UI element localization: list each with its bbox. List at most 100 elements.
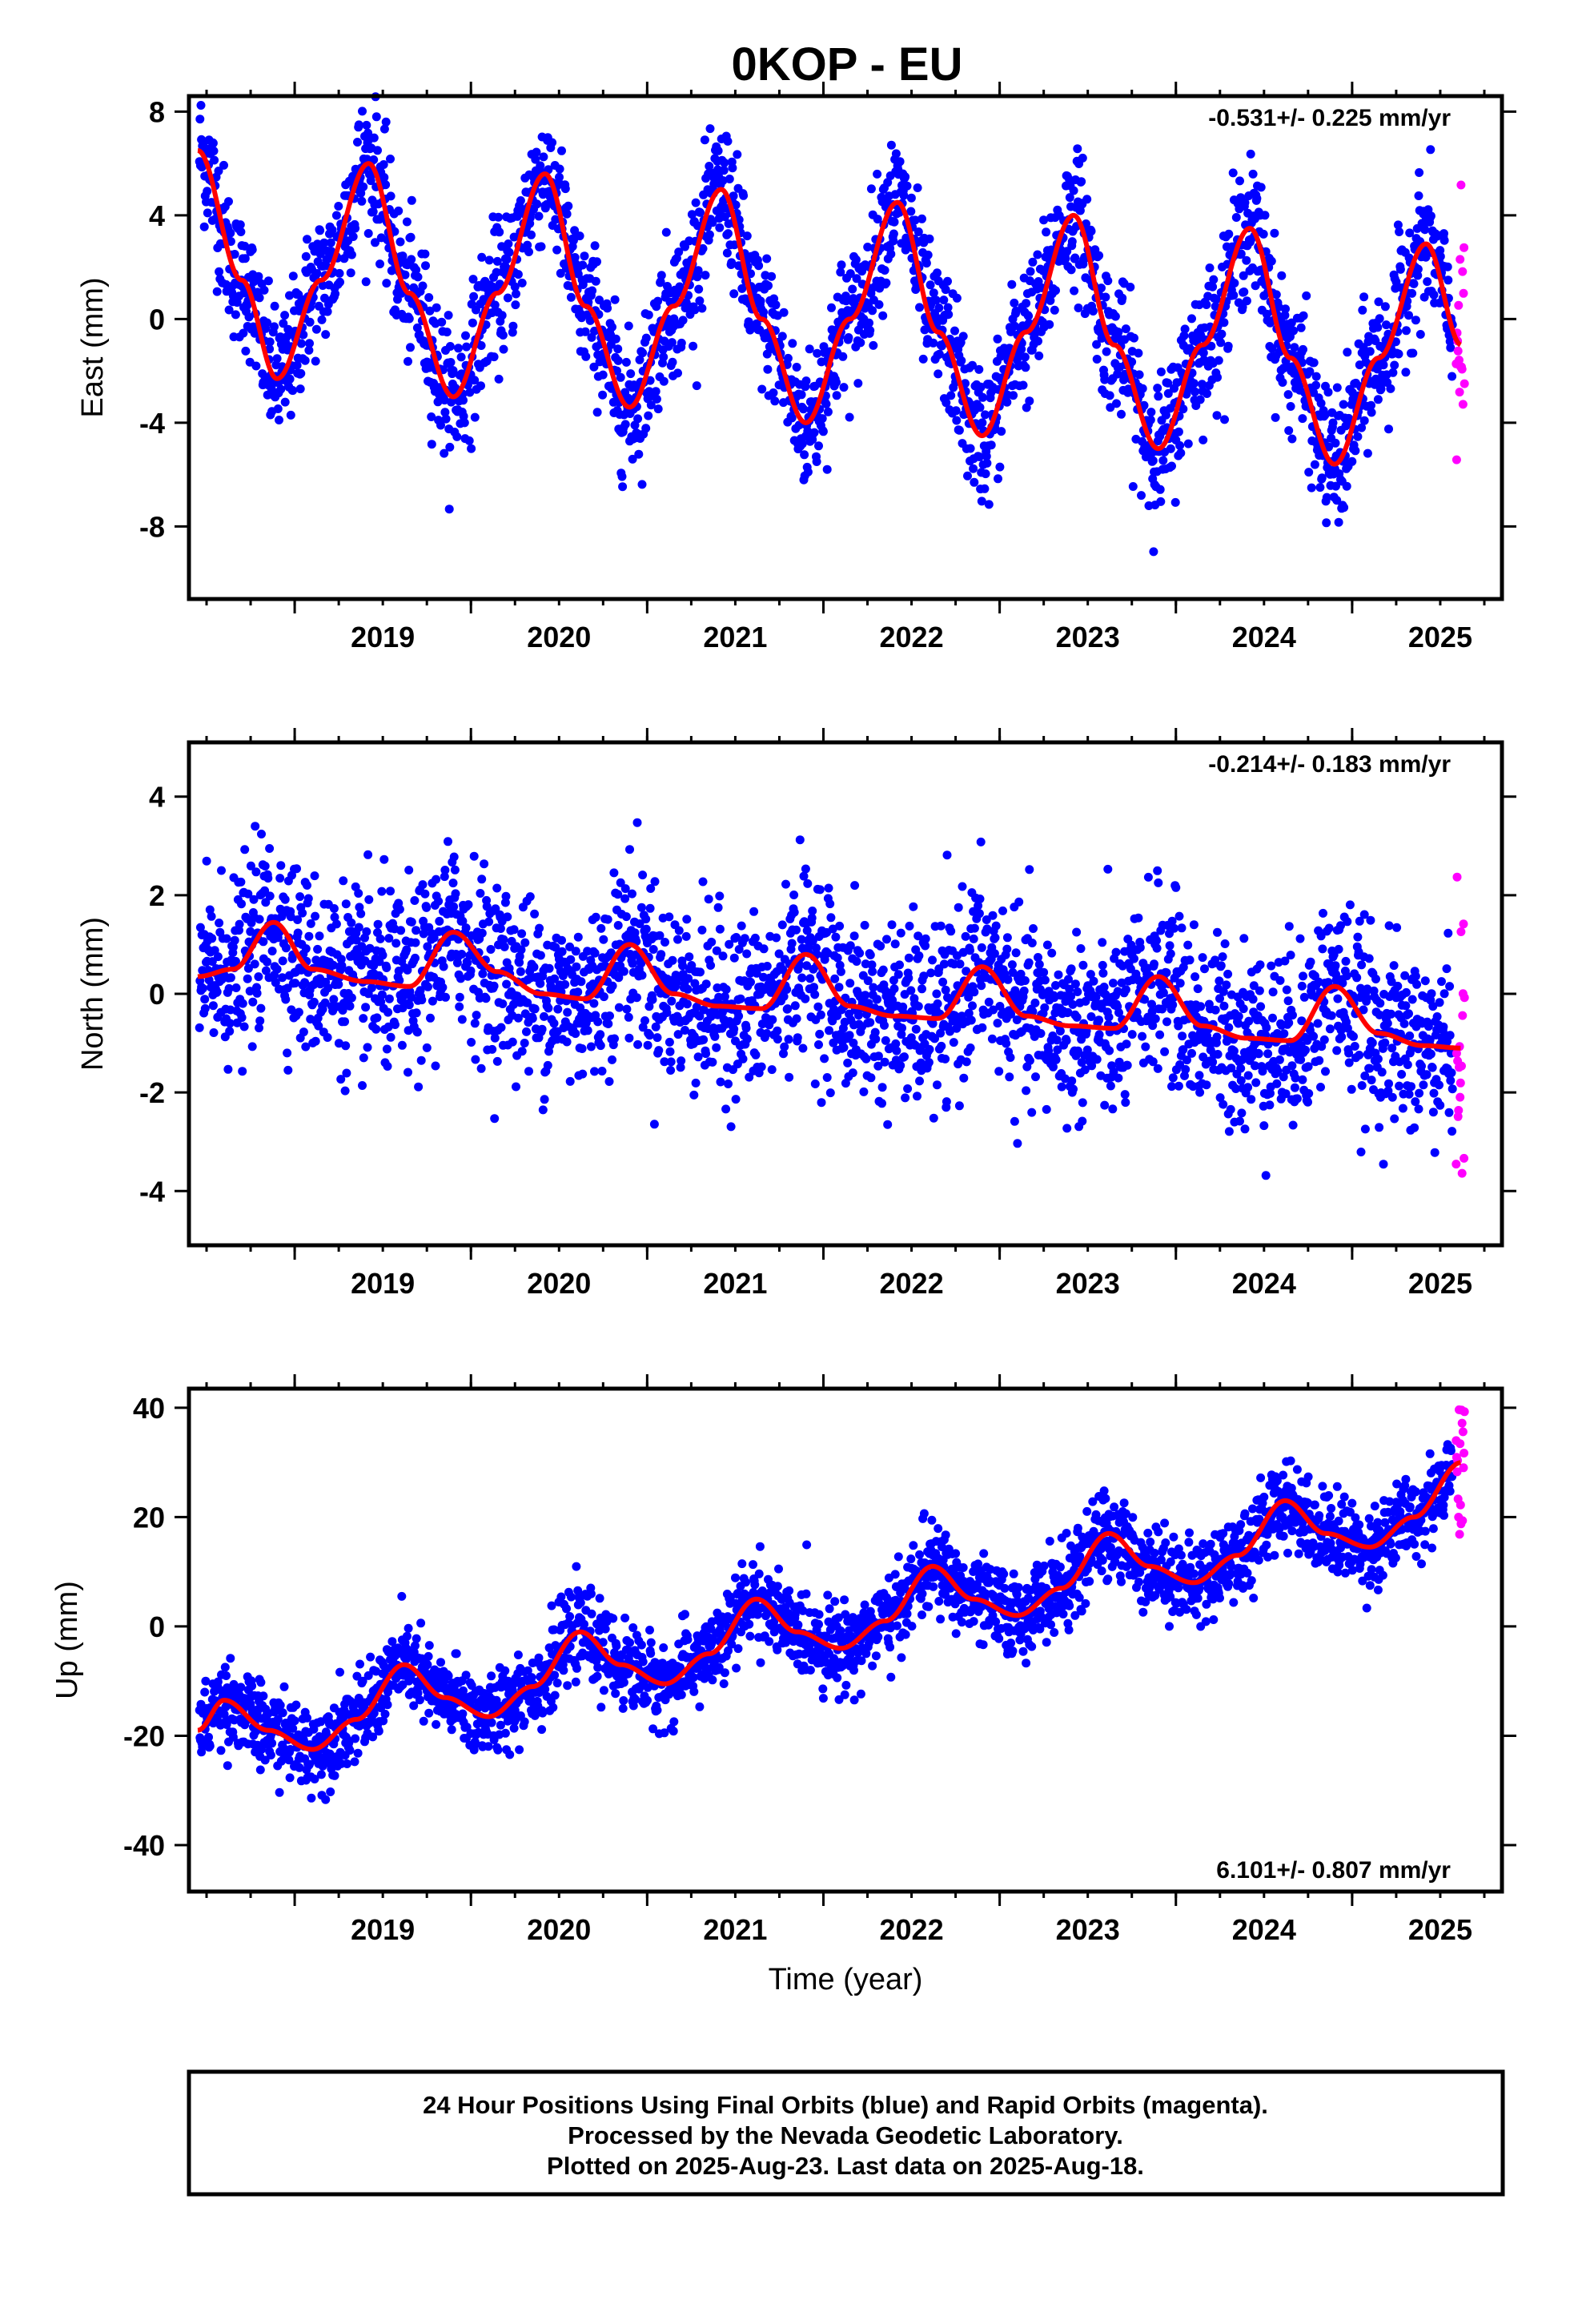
final-orbit-point xyxy=(285,291,294,300)
north-observations xyxy=(195,818,1469,1180)
final-orbit-point xyxy=(517,929,527,939)
final-orbit-point xyxy=(1351,446,1360,456)
final-orbit-point xyxy=(1122,1039,1131,1049)
final-orbit-point xyxy=(762,962,772,971)
final-orbit-point xyxy=(560,184,570,194)
final-orbit-point xyxy=(1027,1108,1037,1117)
final-orbit-point xyxy=(329,904,339,913)
final-orbit-point xyxy=(598,370,608,380)
rapid-orbit-point xyxy=(1454,300,1464,310)
final-orbit-point xyxy=(781,879,790,889)
final-orbit-point xyxy=(456,352,466,362)
final-orbit-point xyxy=(690,305,700,315)
final-orbit-point xyxy=(1216,338,1226,348)
final-orbit-point xyxy=(616,372,625,382)
final-orbit-point xyxy=(873,169,882,179)
final-orbit-point xyxy=(1061,254,1070,263)
final-orbit-point xyxy=(877,1099,886,1108)
final-orbit-point xyxy=(432,875,441,884)
final-orbit-point xyxy=(1099,983,1109,991)
final-orbit-point xyxy=(835,921,845,931)
final-orbit-point xyxy=(209,1028,219,1037)
final-orbit-point xyxy=(455,1002,464,1011)
final-orbit-point xyxy=(313,944,323,954)
final-orbit-point xyxy=(911,1024,921,1034)
final-orbit-point xyxy=(1198,380,1207,389)
final-orbit-point xyxy=(304,345,314,355)
final-orbit-point xyxy=(621,912,631,922)
final-orbit-point xyxy=(1267,256,1276,266)
final-orbit-point xyxy=(379,854,389,864)
final-orbit-point xyxy=(359,1053,368,1063)
final-orbit-point xyxy=(665,1047,675,1056)
final-orbit-point xyxy=(938,977,948,987)
final-orbit-point xyxy=(444,505,454,514)
final-orbit-point xyxy=(605,1011,614,1020)
final-orbit-point xyxy=(712,1043,721,1052)
final-orbit-point xyxy=(341,1041,351,1051)
final-orbit-point xyxy=(843,1058,853,1068)
final-orbit-point xyxy=(678,316,688,325)
final-orbit-point xyxy=(484,917,494,927)
final-orbit-point xyxy=(259,937,268,947)
final-orbit-point xyxy=(826,913,836,923)
final-orbit-point xyxy=(1022,299,1031,308)
final-orbit-point xyxy=(280,895,290,904)
final-orbit-point xyxy=(751,1050,761,1059)
final-orbit-point xyxy=(524,1067,533,1076)
final-orbit-point xyxy=(942,1097,951,1107)
final-orbit-point xyxy=(1105,391,1114,400)
final-orbit-point xyxy=(275,874,285,883)
final-orbit-point xyxy=(520,938,530,947)
final-orbit-point xyxy=(299,1027,308,1037)
final-orbit-point xyxy=(544,1003,553,1013)
final-orbit-point xyxy=(1296,323,1306,332)
final-orbit-point xyxy=(904,973,913,983)
final-orbit-point xyxy=(203,187,212,196)
final-orbit-point xyxy=(986,440,996,450)
final-orbit-point xyxy=(552,245,562,255)
final-orbit-point xyxy=(1078,1116,1087,1126)
final-orbit-point xyxy=(237,899,246,909)
final-orbit-point xyxy=(1183,940,1193,950)
final-orbit-point xyxy=(646,400,656,410)
final-orbit-point xyxy=(777,332,787,341)
final-orbit-point xyxy=(407,195,416,205)
final-orbit-point xyxy=(1289,326,1299,336)
final-orbit-point xyxy=(683,984,693,994)
final-orbit-point xyxy=(1332,383,1342,392)
final-orbit-point xyxy=(226,973,235,983)
final-orbit-point xyxy=(931,296,941,305)
final-orbit-point xyxy=(1181,1064,1191,1074)
final-orbit-point xyxy=(379,124,389,134)
final-orbit-point xyxy=(797,973,807,983)
final-orbit-point xyxy=(742,1034,752,1043)
final-orbit-point xyxy=(381,117,391,127)
final-orbit-point xyxy=(470,1019,480,1028)
final-orbit-point xyxy=(1254,1049,1263,1059)
final-orbit-point xyxy=(280,397,290,407)
final-orbit-point xyxy=(1156,367,1166,376)
final-orbit-point xyxy=(488,1044,497,1054)
final-orbit-point xyxy=(303,894,313,903)
final-orbit-point xyxy=(563,1007,572,1017)
final-orbit-point xyxy=(311,1036,320,1046)
final-orbit-point xyxy=(1153,384,1162,393)
final-orbit-point xyxy=(729,1024,739,1034)
final-orbit-point xyxy=(853,379,863,388)
final-orbit-point xyxy=(742,949,752,959)
final-orbit-point xyxy=(263,957,272,967)
final-orbit-point xyxy=(937,1041,946,1051)
final-orbit-point xyxy=(578,260,588,270)
final-orbit-point xyxy=(1007,279,1017,289)
final-orbit-point xyxy=(422,903,432,912)
final-orbit-point xyxy=(265,337,275,347)
final-orbit-point xyxy=(1402,326,1411,336)
final-orbit-point xyxy=(1026,267,1035,276)
final-orbit-point xyxy=(1178,1031,1187,1041)
final-orbit-point xyxy=(868,967,877,976)
final-orbit-point xyxy=(632,818,642,827)
final-orbit-point xyxy=(1106,1081,1115,1091)
final-orbit-point xyxy=(715,223,725,232)
final-orbit-point xyxy=(969,934,978,943)
